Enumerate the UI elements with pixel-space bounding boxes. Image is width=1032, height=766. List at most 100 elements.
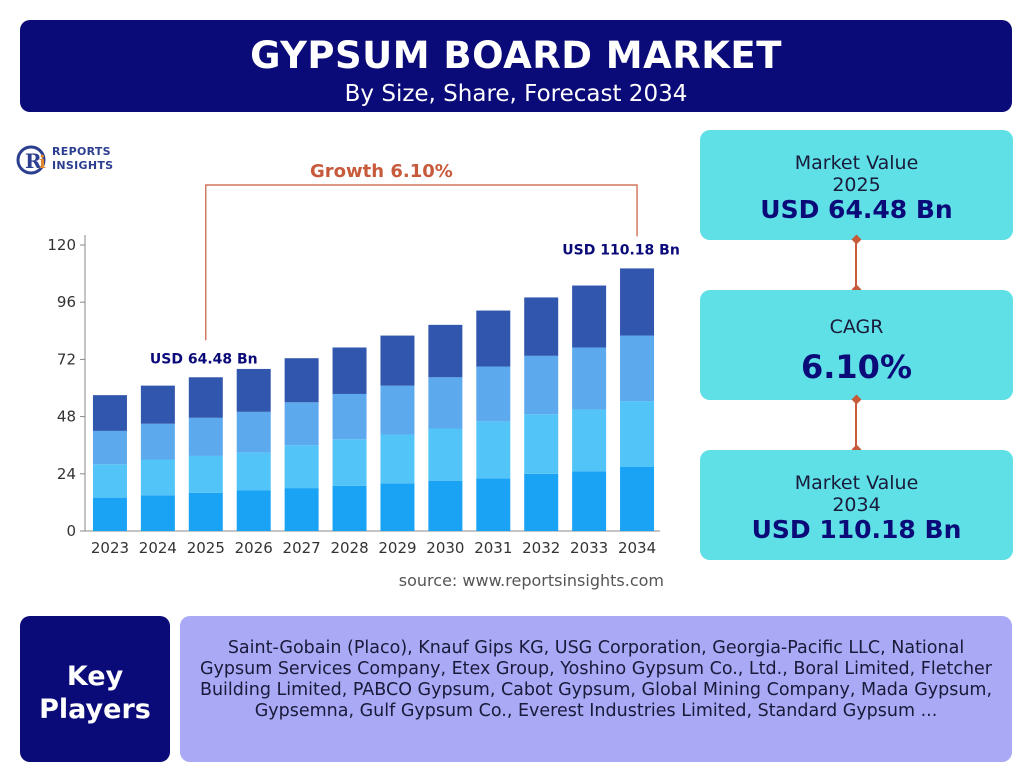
bar-segment-2032-s2	[524, 414, 559, 474]
bar-segment-2023-s3	[92, 430, 127, 465]
bar-segment-2031-s1	[476, 478, 511, 531]
x-tick-label: 2029	[378, 539, 416, 557]
svg-text:R: R	[25, 149, 42, 173]
bar-segment-2033-s4	[572, 285, 607, 348]
logo-text-line2: INSIGHTS	[52, 159, 114, 172]
x-tick-label: 2034	[618, 539, 656, 557]
bar-segment-2032-s3	[524, 355, 559, 415]
card-value: 6.10%	[800, 348, 912, 386]
y-tick-label: 120	[47, 236, 76, 254]
bar-segment-2032-s1	[524, 473, 559, 531]
bar-segment-2031-s4	[476, 310, 511, 367]
x-tick-label: 2033	[570, 539, 608, 557]
key-players-heading-box: Key Players	[20, 616, 170, 762]
bar-segment-2026-s3	[236, 411, 271, 453]
growth-label: Growth 6.10%	[310, 161, 453, 182]
bar-segment-2033-s3	[572, 347, 607, 410]
bar-segment-2031-s2	[476, 421, 511, 479]
bar-segment-2029-s3	[380, 385, 415, 435]
bar-segment-2023-s1	[92, 497, 127, 531]
x-tick-label: 2027	[283, 539, 321, 557]
start-value-label: USD 64.48 Bn	[150, 351, 258, 367]
bar-segment-2028-s1	[332, 485, 367, 531]
bar-segment-2027-s1	[284, 488, 319, 531]
bar-segment-2033-s2	[572, 409, 607, 472]
card-label: CAGR	[829, 316, 884, 338]
bar-segment-2023-s4	[92, 395, 127, 431]
bar-segment-2033-s1	[572, 471, 607, 531]
bar-segment-2026-s2	[236, 452, 271, 491]
card-connector	[855, 240, 857, 290]
bar-segment-2027-s3	[284, 402, 319, 446]
bar-segment-2025-s4	[188, 377, 223, 418]
bar-segment-2024-s2	[140, 459, 175, 496]
card-label: Market Value	[794, 152, 919, 174]
x-tick-label: 2025	[187, 539, 225, 557]
bar-segment-2026-s4	[236, 368, 271, 412]
y-tick-label: 96	[57, 293, 76, 311]
bar-segment-2029-s4	[380, 335, 415, 386]
bar-segment-2030-s4	[428, 324, 463, 378]
x-tick-label: 2028	[330, 539, 368, 557]
x-tick-label: 2023	[91, 539, 129, 557]
card-year: 2025	[832, 174, 881, 196]
bar-segment-2026-s1	[236, 490, 271, 531]
card-year: 2034	[832, 494, 881, 516]
y-tick-label: 0	[66, 522, 76, 540]
bar-segment-2034-s3	[620, 335, 655, 402]
end-value-label: USD 110.18 Bn	[562, 242, 679, 258]
x-tick-label: 2030	[426, 539, 464, 557]
page-title: GYPSUM BOARD MARKET	[250, 34, 782, 77]
page-subtitle: By Size, Share, Forecast 2034	[344, 81, 688, 107]
bar-segment-2030-s3	[428, 377, 463, 429]
source-note: source: www.reportsinsights.com	[398, 571, 664, 590]
bar-segment-2024-s1	[140, 495, 175, 531]
bar-segment-2032-s4	[524, 297, 559, 356]
card-value: USD 110.18 Bn	[751, 515, 962, 544]
logo-text-line1: REPORTS	[52, 145, 111, 158]
svg-text:i: i	[39, 152, 46, 173]
market-value-2034-card: Market Value 2034 USD 110.18 Bn	[700, 450, 1013, 560]
key-players-title-word: Key	[66, 661, 124, 692]
bar-segment-2029-s2	[380, 434, 415, 484]
key-players-title-word: Players	[39, 694, 151, 725]
x-tick-label: 2024	[139, 539, 177, 557]
x-tick-label: 2032	[522, 539, 560, 557]
y-tick-label: 24	[57, 465, 76, 483]
bar-segment-2027-s4	[284, 358, 319, 403]
card-value: USD 64.48 Bn	[760, 195, 953, 224]
bar-segment-2025-s3	[188, 417, 223, 456]
bar-segment-2028-s2	[332, 439, 367, 486]
x-tick-label: 2031	[474, 539, 512, 557]
company-logo: R i REPORTS INSIGHTS	[16, 143, 126, 179]
bar-segment-2028-s3	[332, 393, 367, 440]
card-connector	[855, 400, 857, 450]
bar-segment-2024-s3	[140, 423, 175, 460]
card-label: Market Value	[794, 472, 919, 494]
bar-segment-2031-s3	[476, 366, 511, 422]
bar-segment-2034-s4	[620, 268, 655, 336]
bar-segment-2027-s2	[284, 445, 319, 489]
logo-mark-icon: R i	[16, 145, 46, 175]
x-tick-label: 2026	[235, 539, 273, 557]
key-players-list-box: Saint-Gobain (Placo), Knauf Gips KG, USG…	[180, 616, 1012, 762]
y-tick-label: 72	[57, 350, 76, 368]
cagr-card: CAGR 6.10%	[700, 290, 1013, 400]
key-players-title: Key Players	[20, 660, 170, 726]
bar-segment-2030-s2	[428, 428, 463, 481]
bar-segment-2023-s2	[92, 464, 127, 498]
key-players-text: Saint-Gobain (Placo), Knauf Gips KG, USG…	[199, 638, 993, 721]
bar-segment-2025-s1	[188, 492, 223, 531]
y-tick-label: 48	[57, 408, 76, 426]
growth-bracket	[205, 184, 638, 341]
bar-segment-2025-s2	[188, 455, 223, 493]
bar-segment-2034-s2	[620, 401, 655, 467]
bar-segment-2029-s1	[380, 483, 415, 531]
market-value-2025-card: Market Value 2025 USD 64.48 Bn	[700, 130, 1013, 240]
bar-segment-2028-s4	[332, 347, 367, 394]
bar-segment-2034-s1	[620, 466, 655, 531]
market-bar-chart: 0 24 48 72 96 120 2023 2024 2025 2026 2027 2028 2029…	[47, 161, 679, 557]
bar-segment-2030-s1	[428, 480, 463, 531]
header-banner: GYPSUM BOARD MARKET By Size, Share, Fore…	[20, 20, 1012, 112]
bar-segment-2024-s4	[140, 385, 175, 424]
